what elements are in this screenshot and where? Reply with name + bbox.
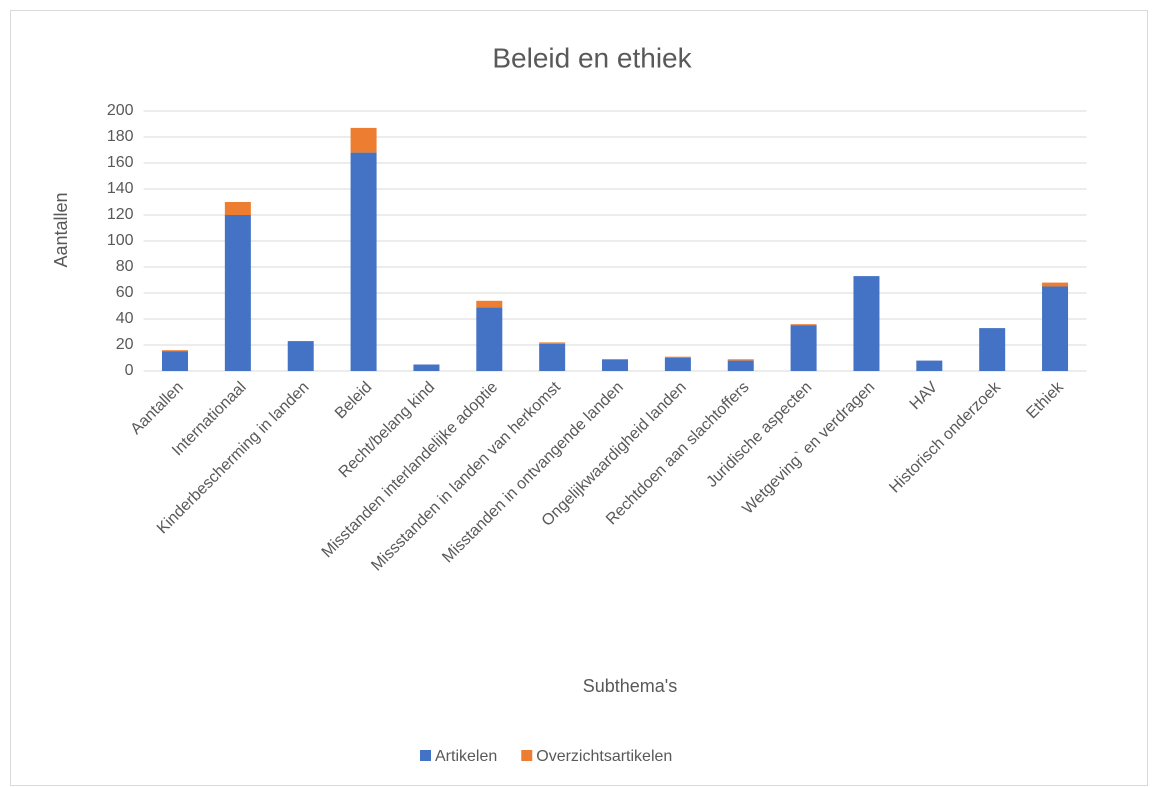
bar-segment bbox=[413, 364, 440, 371]
bar-segment bbox=[916, 360, 943, 371]
bar-segment bbox=[224, 202, 251, 215]
bar-segment bbox=[287, 341, 314, 371]
bar-segment bbox=[350, 127, 377, 153]
bar-segment bbox=[790, 324, 817, 326]
bar-segment bbox=[853, 276, 880, 371]
bar-segment bbox=[162, 350, 188, 352]
bar-segment bbox=[539, 343, 566, 371]
bar-segment bbox=[476, 300, 503, 308]
bar-segment bbox=[790, 325, 817, 371]
y-tick-label: 40 bbox=[116, 310, 134, 327]
bar-segment bbox=[602, 359, 629, 371]
bar-segment bbox=[350, 152, 377, 371]
bar-segment bbox=[727, 359, 754, 361]
y-axis-title: Aantallen bbox=[51, 192, 71, 267]
legend-label: Artikelen bbox=[435, 748, 497, 765]
bar-segment bbox=[539, 342, 566, 344]
bar-segment bbox=[664, 358, 691, 371]
legend-swatch bbox=[521, 750, 533, 761]
y-tick-label: 160 bbox=[107, 154, 134, 171]
bar-segment bbox=[1042, 282, 1069, 287]
y-tick-label: 0 bbox=[125, 362, 134, 379]
bar-segment bbox=[664, 356, 691, 358]
y-tick-label: 120 bbox=[107, 206, 134, 223]
y-tick-label: 100 bbox=[107, 232, 134, 249]
legend-label: Overzichtsartikelen bbox=[536, 748, 672, 765]
bar-segment bbox=[979, 328, 1006, 371]
chart-border bbox=[10, 10, 1148, 786]
bar-segment bbox=[224, 215, 251, 371]
bar-segment bbox=[1042, 286, 1069, 371]
y-tick-label: 20 bbox=[116, 336, 134, 353]
x-axis-title: Subthema's bbox=[583, 676, 678, 696]
bar-segment bbox=[727, 360, 754, 371]
y-tick-label: 60 bbox=[116, 284, 134, 301]
bar-segment bbox=[162, 351, 188, 371]
y-tick-label: 180 bbox=[107, 128, 134, 145]
chart-title: Beleid en ethiek bbox=[492, 42, 692, 73]
y-tick-label: 140 bbox=[107, 180, 134, 197]
y-tick-label: 80 bbox=[116, 258, 134, 275]
legend-swatch bbox=[420, 750, 431, 761]
bar-segment bbox=[476, 307, 503, 371]
y-tick-label: 200 bbox=[107, 102, 134, 119]
